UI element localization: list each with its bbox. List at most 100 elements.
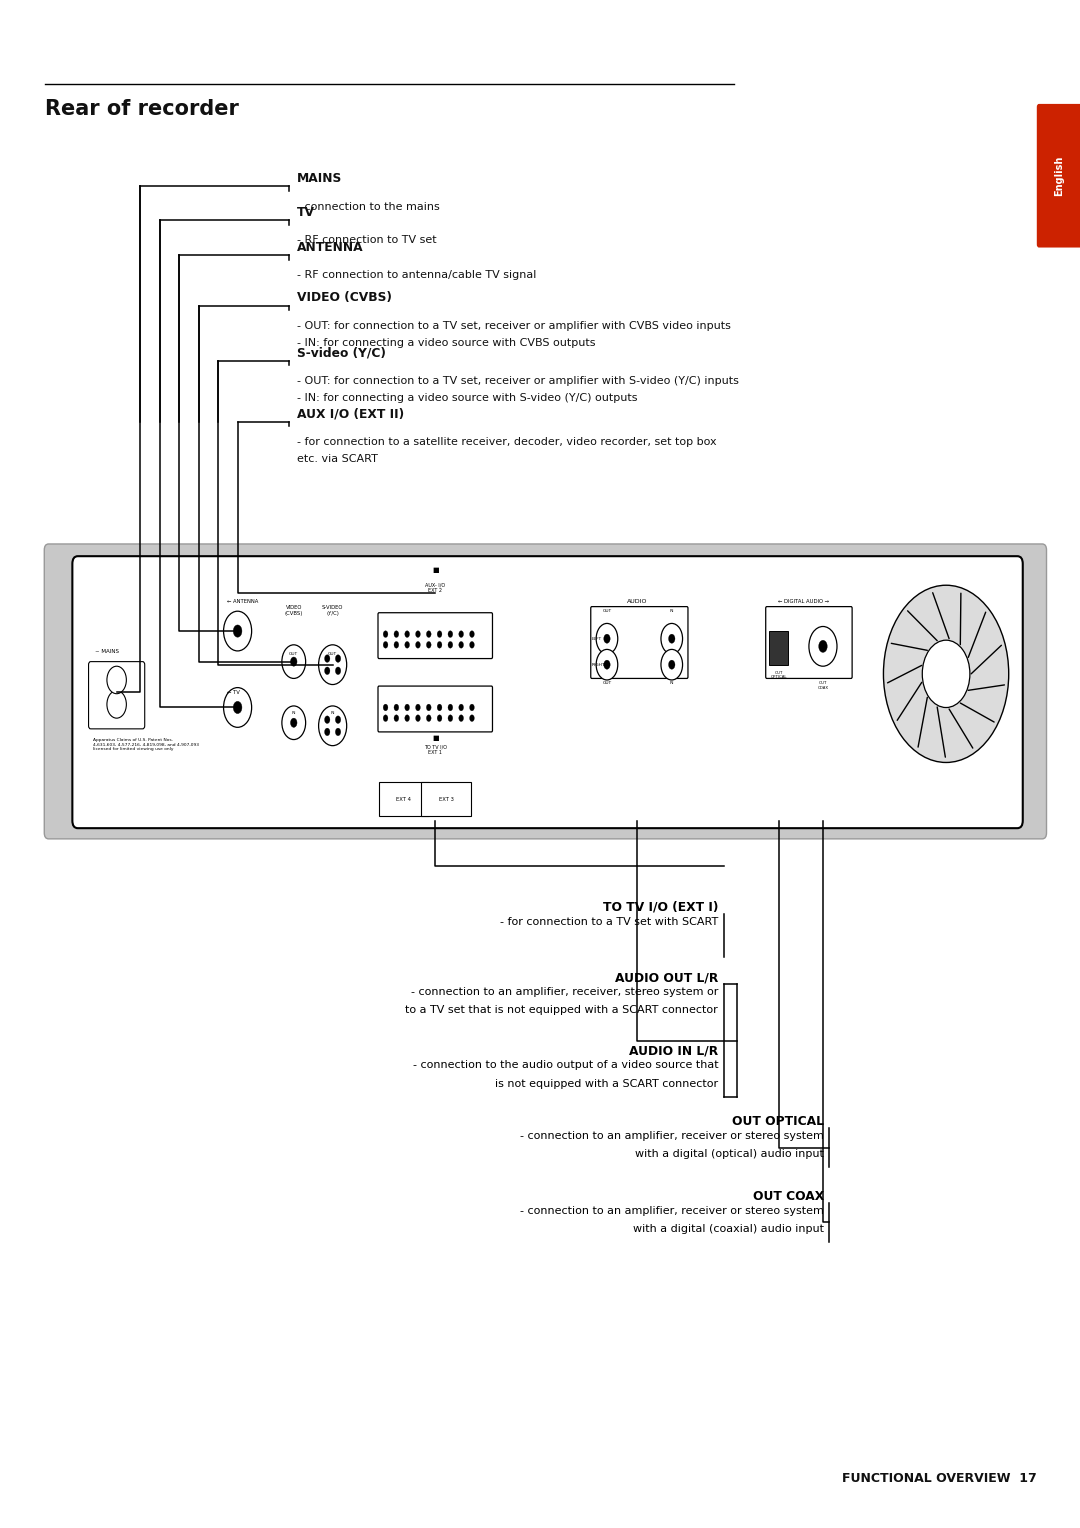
Text: IN: IN: [330, 711, 335, 715]
Circle shape: [416, 631, 420, 637]
Text: VIDEO (CVBS): VIDEO (CVBS): [297, 290, 392, 304]
Text: OUT
OPTICAL: OUT OPTICAL: [770, 671, 787, 680]
Text: MAINS: MAINS: [297, 171, 342, 185]
Text: TV: TV: [297, 205, 315, 219]
Circle shape: [819, 640, 827, 652]
Circle shape: [383, 704, 388, 711]
Text: Rear of recorder: Rear of recorder: [45, 99, 240, 119]
Text: OUT OPTICAL: OUT OPTICAL: [732, 1114, 824, 1128]
Circle shape: [459, 631, 463, 637]
Circle shape: [291, 718, 297, 727]
Text: IN: IN: [292, 711, 296, 715]
Circle shape: [383, 631, 388, 637]
Circle shape: [448, 642, 453, 648]
Text: ■: ■: [432, 735, 438, 741]
Circle shape: [669, 660, 675, 669]
Circle shape: [922, 640, 970, 707]
Text: etc. via SCART: etc. via SCART: [297, 454, 378, 465]
Circle shape: [416, 642, 420, 648]
Circle shape: [319, 706, 347, 746]
Circle shape: [394, 631, 399, 637]
Text: - OUT: for connection to a TV set, receiver or amplifier with S-video (Y/C) inpu: - OUT: for connection to a TV set, recei…: [297, 376, 739, 387]
Text: IN: IN: [670, 681, 674, 686]
Circle shape: [394, 704, 399, 711]
Circle shape: [596, 623, 618, 654]
Circle shape: [661, 623, 683, 654]
Text: with a digital (coaxial) audio input: with a digital (coaxial) audio input: [633, 1224, 824, 1235]
Text: - connection to the audio output of a video source that: - connection to the audio output of a vi…: [413, 1060, 718, 1071]
Text: AUDIO: AUDIO: [627, 599, 647, 604]
Circle shape: [383, 642, 388, 648]
Text: AUDIO OUT L/R: AUDIO OUT L/R: [615, 970, 718, 984]
Circle shape: [325, 727, 330, 735]
Circle shape: [336, 715, 341, 724]
Circle shape: [448, 704, 453, 711]
FancyBboxPatch shape: [379, 782, 429, 816]
Circle shape: [459, 715, 463, 721]
FancyBboxPatch shape: [378, 686, 492, 732]
Text: RIGHT: RIGHT: [592, 663, 605, 666]
Text: OUT COAX: OUT COAX: [753, 1189, 824, 1203]
Circle shape: [596, 649, 618, 680]
Text: VIDEO
(CVBS): VIDEO (CVBS): [284, 605, 303, 616]
Text: OUT: OUT: [289, 651, 298, 656]
Circle shape: [325, 666, 330, 674]
Text: AUX- I/O
EXT 2: AUX- I/O EXT 2: [426, 582, 445, 593]
Text: - for connection to a TV set with SCART: - for connection to a TV set with SCART: [500, 917, 718, 927]
Text: - IN: for connecting a video source with CVBS outputs: - IN: for connecting a video source with…: [297, 338, 595, 348]
Text: - connection to an amplifier, receiver or stereo system: - connection to an amplifier, receiver o…: [521, 1131, 824, 1141]
Text: ← TV: ← TV: [227, 691, 240, 695]
Circle shape: [427, 715, 431, 721]
Circle shape: [427, 631, 431, 637]
Text: ANTENNA: ANTENNA: [297, 240, 364, 254]
Circle shape: [416, 704, 420, 711]
Text: - connection to an amplifier, receiver or stereo system: - connection to an amplifier, receiver o…: [521, 1206, 824, 1216]
Circle shape: [107, 666, 126, 694]
Circle shape: [669, 634, 675, 643]
Text: ■: ■: [432, 567, 438, 573]
Text: OUT
COAX: OUT COAX: [818, 681, 828, 691]
Circle shape: [437, 715, 442, 721]
Circle shape: [233, 625, 242, 637]
Text: S-video (Y/C): S-video (Y/C): [297, 345, 386, 359]
Text: EXT 4: EXT 4: [396, 796, 411, 802]
Text: Apparatus Claims of U.S. Patent Nos.
4,631,603, 4,577,216, 4,819,098, and 4,907,: Apparatus Claims of U.S. Patent Nos. 4,6…: [93, 738, 199, 752]
Text: - OUT: for connection to a TV set, receiver or amplifier with CVBS video inputs: - OUT: for connection to a TV set, recei…: [297, 321, 731, 332]
Circle shape: [224, 611, 252, 651]
Circle shape: [604, 634, 610, 643]
Circle shape: [405, 704, 409, 711]
Text: - IN: for connecting a video source with S-video (Y/C) outputs: - IN: for connecting a video source with…: [297, 393, 637, 403]
Text: with a digital (optical) audio input: with a digital (optical) audio input: [635, 1149, 824, 1160]
Circle shape: [661, 649, 683, 680]
FancyBboxPatch shape: [72, 556, 1023, 828]
FancyBboxPatch shape: [378, 613, 492, 659]
Text: English: English: [1054, 156, 1065, 196]
Circle shape: [470, 704, 474, 711]
Text: TO TV I/O
EXT 1: TO TV I/O EXT 1: [423, 744, 447, 755]
Circle shape: [427, 704, 431, 711]
Circle shape: [282, 706, 306, 740]
FancyBboxPatch shape: [421, 782, 471, 816]
Bar: [769, 631, 788, 665]
Circle shape: [107, 691, 126, 718]
Text: LEFT: LEFT: [592, 637, 602, 640]
Circle shape: [233, 701, 242, 714]
Text: - connection to the mains: - connection to the mains: [297, 202, 440, 212]
Circle shape: [394, 715, 399, 721]
Circle shape: [325, 715, 330, 724]
Circle shape: [325, 654, 330, 662]
Circle shape: [437, 704, 442, 711]
Text: OUT: OUT: [603, 681, 611, 686]
Text: IN: IN: [670, 608, 674, 613]
Circle shape: [224, 688, 252, 727]
Circle shape: [282, 645, 306, 678]
Circle shape: [470, 715, 474, 721]
Text: FUNCTIONAL OVERVIEW  17: FUNCTIONAL OVERVIEW 17: [842, 1471, 1037, 1485]
Text: to a TV set that is not equipped with a SCART connector: to a TV set that is not equipped with a …: [405, 1005, 718, 1016]
Circle shape: [604, 660, 610, 669]
Circle shape: [405, 715, 409, 721]
Text: S-VIDEO
(Y/C): S-VIDEO (Y/C): [322, 605, 343, 616]
Text: AUDIO IN L/R: AUDIO IN L/R: [629, 1044, 718, 1057]
FancyBboxPatch shape: [1037, 104, 1080, 248]
Text: TO TV I/O (EXT I): TO TV I/O (EXT I): [603, 900, 718, 914]
